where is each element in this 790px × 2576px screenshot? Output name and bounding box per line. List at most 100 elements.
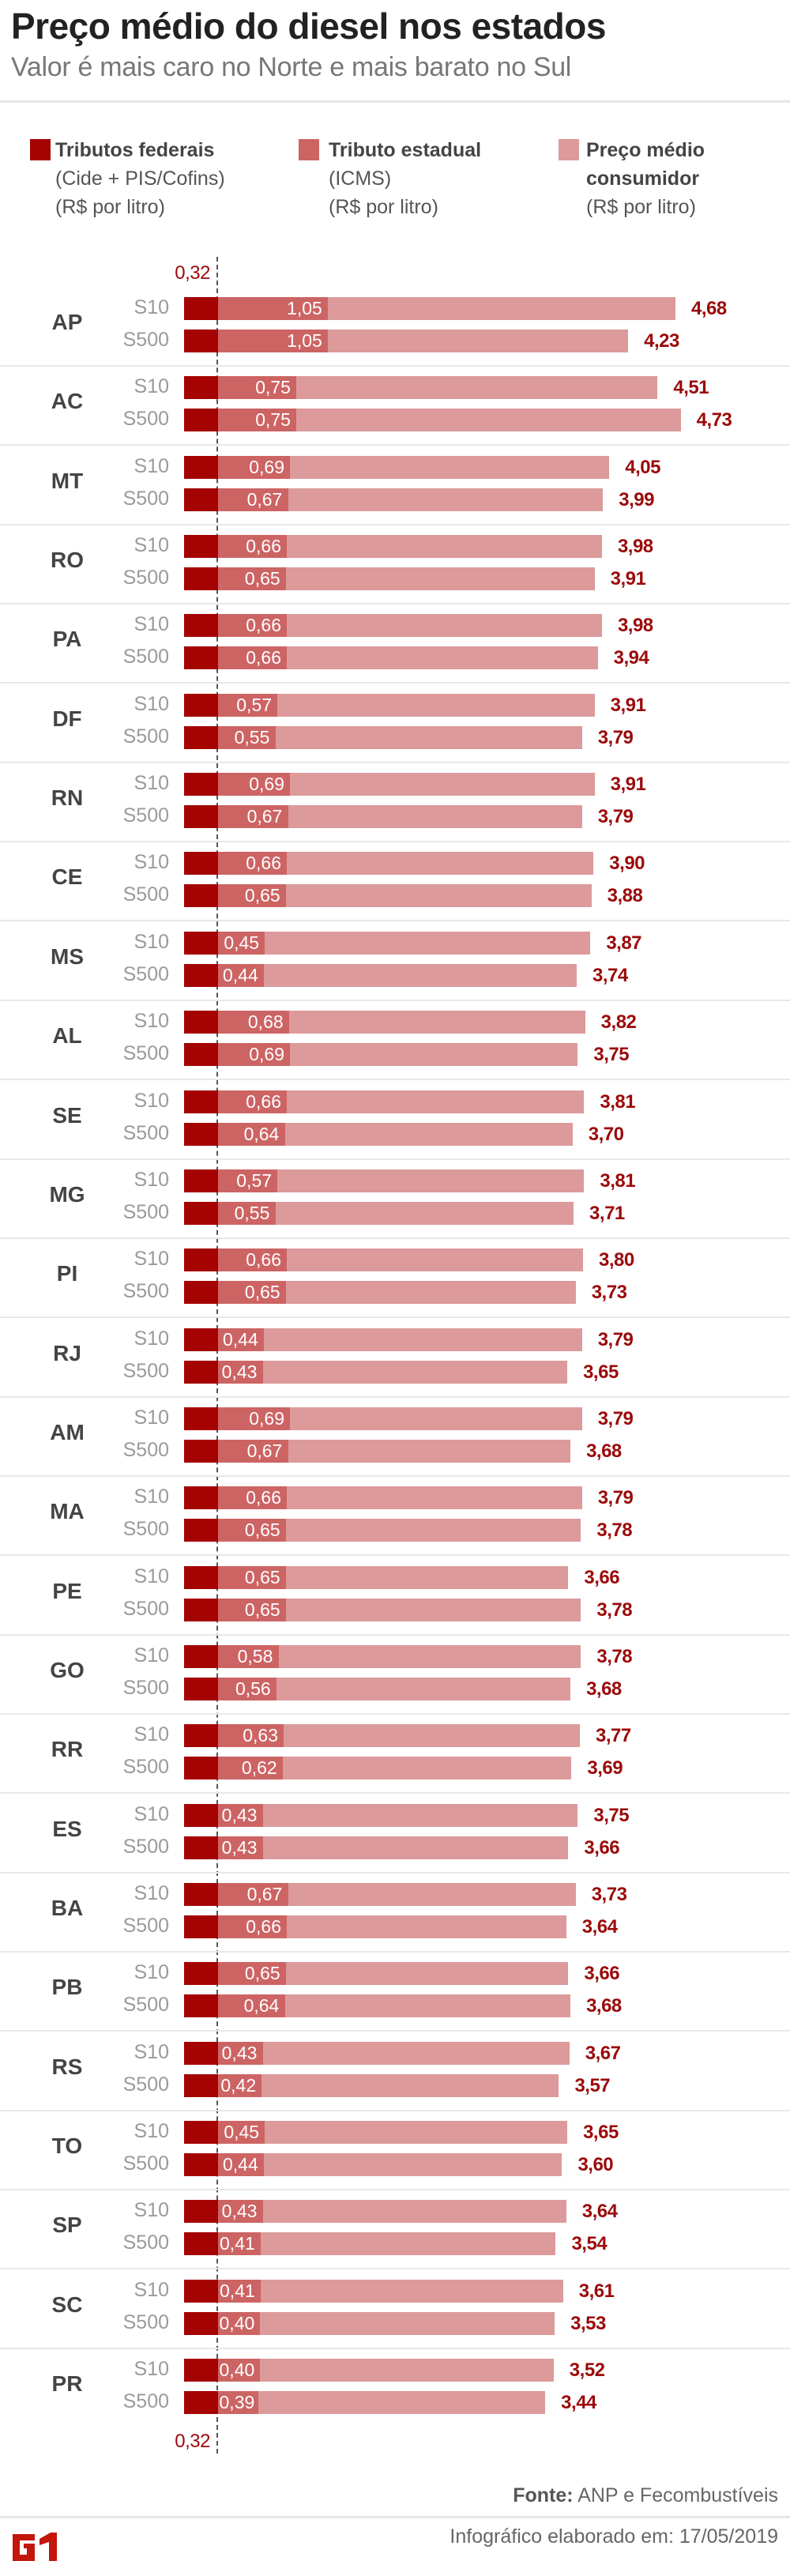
bar-federal <box>184 488 218 511</box>
footer-divider <box>0 2516 790 2518</box>
group-divider <box>0 920 790 922</box>
group-divider <box>0 1712 790 1715</box>
legend-detail: (ICMS) <box>329 168 392 190</box>
fuel-label: S10 <box>134 2278 169 2301</box>
price-value-label: 3,78 <box>596 1520 633 1542</box>
icms-value-label: 0,69 <box>249 774 284 795</box>
price-value-label: 3,79 <box>597 806 634 828</box>
state-label: TO <box>51 2133 83 2159</box>
icms-value-label: 0,62 <box>241 1757 277 1779</box>
bar-federal <box>184 2232 218 2256</box>
state-label: CE <box>51 864 83 890</box>
price-value-label: 3,44 <box>561 2392 596 2414</box>
price-value-label: 3,68 <box>586 1440 622 1462</box>
price-value-label: 3,79 <box>597 1407 634 1429</box>
bar-federal <box>184 1915 218 1938</box>
state-label: MG <box>49 1181 85 1207</box>
group-divider <box>0 841 790 843</box>
bar-federal <box>184 725 218 749</box>
fuel-label: S10 <box>134 613 169 636</box>
price-value-label: 3,94 <box>613 647 649 669</box>
icms-value-label: 0,39 <box>219 2392 255 2413</box>
federal-tax-label-bottom: 0,32 <box>175 2431 210 2452</box>
group-divider <box>0 365 790 367</box>
bar-federal <box>184 1883 218 1906</box>
price-value-label: 3,80 <box>599 1249 634 1271</box>
icms-value-label: 0,55 <box>234 1202 270 1223</box>
price-value-label: 3,98 <box>617 615 653 637</box>
state-label: DF <box>52 706 82 731</box>
price-value-label: 3,79 <box>597 726 634 748</box>
legend-label: Preço médio <box>586 139 705 161</box>
fuel-label: S500 <box>122 1359 169 1382</box>
bar-federal <box>184 535 218 559</box>
price-value-label: 3,78 <box>596 1645 633 1667</box>
fuel-label: S500 <box>122 2310 169 2333</box>
bar-federal <box>184 1169 218 1192</box>
fuel-label: S10 <box>134 1882 169 1904</box>
group-divider <box>0 1951 790 1953</box>
price-value-label: 3,66 <box>584 1836 620 1859</box>
price-value-label: 3,64 <box>581 2201 618 2223</box>
price-value-label: 3,71 <box>589 1202 625 1224</box>
state-label: RN <box>51 785 84 811</box>
state-label: AP <box>51 310 83 334</box>
legend-label: Tributos federais <box>55 139 215 161</box>
fuel-label: S500 <box>122 1121 169 1144</box>
icms-value-label: 0,64 <box>243 1123 280 1144</box>
price-value-label: 3,91 <box>610 774 646 796</box>
bar-federal <box>184 455 218 479</box>
bar-federal <box>184 1994 218 2018</box>
fuel-label: S500 <box>122 1518 169 1541</box>
fuel-label: S10 <box>134 1486 169 1508</box>
bar-federal <box>184 2121 218 2145</box>
icms-value-label: 0,43 <box>221 2201 258 2222</box>
group-divider <box>0 1633 790 1636</box>
fuel-label: S10 <box>134 692 169 715</box>
group-divider <box>0 1237 790 1239</box>
source-note: Fonte: ANP e Fecombustíveis <box>513 2484 778 2507</box>
bar-federal <box>184 646 218 670</box>
icms-value-label: 0,65 <box>244 1599 280 1620</box>
bar-federal <box>184 852 218 876</box>
bar-federal <box>184 2041 218 2065</box>
price-value-label: 3,68 <box>586 1678 622 1700</box>
icms-value-label: 0,65 <box>244 1520 280 1541</box>
price-value-label: 3,81 <box>600 1169 636 1192</box>
fuel-label: S10 <box>134 1010 169 1033</box>
bar-federal <box>184 884 218 908</box>
bar-federal <box>184 1598 218 1621</box>
legend-unit: (R$ por litro) <box>55 196 165 218</box>
federal-tax-reference-line <box>216 257 218 2454</box>
icms-value-label: 0,57 <box>236 694 273 715</box>
fuel-label: S10 <box>134 1168 169 1191</box>
icms-value-label: 0,63 <box>243 1725 279 1746</box>
bar-federal <box>184 805 218 829</box>
bar-federal <box>184 614 218 638</box>
price-value-label: 3,77 <box>596 1725 631 1747</box>
price-value-label: 3,81 <box>600 1090 636 1113</box>
icms-value-label: 0,44 <box>223 1328 258 1350</box>
fuel-label: S500 <box>122 1597 169 1620</box>
icms-value-label: 0,66 <box>246 853 281 874</box>
price-value-label: 3,90 <box>609 853 645 875</box>
legend-item-federal: Tributos federais (Cide + PIS/Cofins) (R… <box>55 136 225 221</box>
icms-value-label: 0,66 <box>246 647 281 668</box>
fuel-label: S500 <box>122 1676 169 1699</box>
icms-value-label: 0,41 <box>220 2280 255 2301</box>
chart-subtitle: Valor é mais caro no Norte e mais barato… <box>11 52 572 82</box>
state-label: AM <box>50 1419 85 1444</box>
bar-federal <box>184 1565 218 1589</box>
price-value-label: 3,75 <box>593 1044 630 1066</box>
price-value-label: 3,64 <box>581 1916 618 1938</box>
price-value-label: 3,75 <box>593 1804 630 1826</box>
bar-federal <box>184 1962 218 1986</box>
federal-tax-label-top: 0,32 <box>175 262 210 284</box>
group-divider <box>0 1158 790 1160</box>
icms-value-label: 0,65 <box>244 1963 280 1984</box>
price-value-label: 3,87 <box>606 932 642 954</box>
fuel-label: S10 <box>134 1565 169 1587</box>
fuel-label: S10 <box>134 1644 169 1666</box>
price-value-label: 3,65 <box>583 1361 619 1383</box>
icms-value-label: 0,40 <box>219 2359 255 2381</box>
